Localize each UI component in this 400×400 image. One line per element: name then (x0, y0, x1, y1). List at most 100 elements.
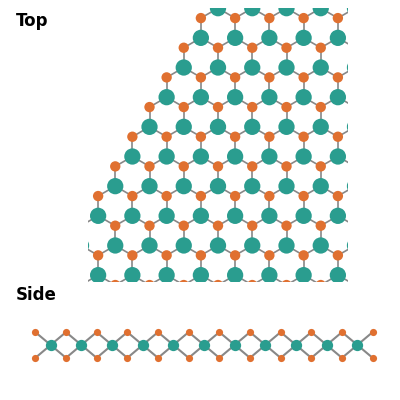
Point (300, 153, 307, 160)
Point (370, 329, 376, 335)
Point (300, 15, 307, 21)
Point (198, 252, 204, 258)
Point (186, 355, 192, 361)
Point (63, 329, 69, 335)
Point (249, 44, 256, 51)
Point (249, 5, 256, 11)
Point (249, 163, 256, 170)
Point (300, 134, 307, 140)
Point (95, 213, 101, 219)
Point (293, 342, 299, 348)
Point (180, 222, 187, 229)
Point (283, 104, 290, 110)
Point (129, 213, 136, 219)
Point (164, 153, 170, 160)
Point (352, 282, 358, 288)
Point (266, 35, 272, 41)
Point (232, 342, 238, 348)
Point (232, 15, 238, 21)
Point (278, 329, 284, 335)
Point (129, 272, 136, 278)
Point (198, 15, 204, 21)
Point (164, 74, 170, 81)
Point (164, 193, 170, 199)
Point (352, 222, 358, 229)
Point (352, 44, 358, 51)
Point (180, 183, 187, 189)
Point (324, 342, 330, 348)
Point (283, 44, 290, 51)
Point (180, 282, 187, 288)
Point (352, 5, 358, 11)
Point (198, 74, 204, 81)
Point (216, 329, 222, 335)
Point (48, 342, 54, 348)
Point (266, 134, 272, 140)
Point (318, 124, 324, 130)
Point (95, 272, 101, 278)
Text: Side: Side (16, 286, 57, 304)
Point (318, 222, 324, 229)
Point (198, 134, 204, 140)
Point (146, 163, 153, 170)
Point (308, 329, 314, 335)
Point (78, 282, 84, 288)
Point (164, 252, 170, 258)
Point (180, 124, 187, 130)
Point (300, 193, 307, 199)
Point (266, 15, 272, 21)
Point (266, 153, 272, 160)
Point (232, 193, 238, 199)
Point (247, 355, 253, 361)
Point (215, 124, 221, 130)
Point (146, 282, 153, 288)
Point (335, 153, 341, 160)
Point (283, 282, 290, 288)
Point (180, 163, 187, 170)
Point (352, 163, 358, 170)
Point (249, 222, 256, 229)
Point (232, 134, 238, 140)
Point (112, 163, 118, 170)
Point (335, 252, 341, 258)
Point (318, 183, 324, 189)
Point (95, 252, 101, 258)
Point (318, 282, 324, 288)
Point (112, 282, 118, 288)
Point (339, 329, 345, 335)
Point (32, 355, 38, 361)
Point (155, 355, 161, 361)
Point (318, 64, 324, 71)
Point (112, 242, 118, 249)
Point (318, 163, 324, 170)
Point (278, 355, 284, 361)
Point (352, 124, 358, 130)
Point (318, 104, 324, 110)
Point (335, 193, 341, 199)
Point (335, 74, 341, 81)
Point (352, 183, 358, 189)
Point (112, 222, 118, 229)
Point (352, 64, 358, 71)
Point (335, 134, 341, 140)
Point (129, 134, 136, 140)
Point (300, 94, 307, 100)
Point (335, 35, 341, 41)
Point (249, 183, 256, 189)
Point (247, 329, 253, 335)
Point (180, 64, 187, 71)
Text: Top: Top (16, 12, 48, 30)
Point (78, 242, 84, 249)
Point (283, 124, 290, 130)
Point (146, 183, 153, 189)
Point (129, 153, 136, 160)
Point (232, 35, 238, 41)
Point (249, 104, 256, 110)
Point (352, 104, 358, 110)
Point (198, 193, 204, 199)
Point (335, 15, 341, 21)
Point (262, 342, 268, 348)
Point (215, 64, 221, 71)
Point (164, 94, 170, 100)
Point (198, 35, 204, 41)
